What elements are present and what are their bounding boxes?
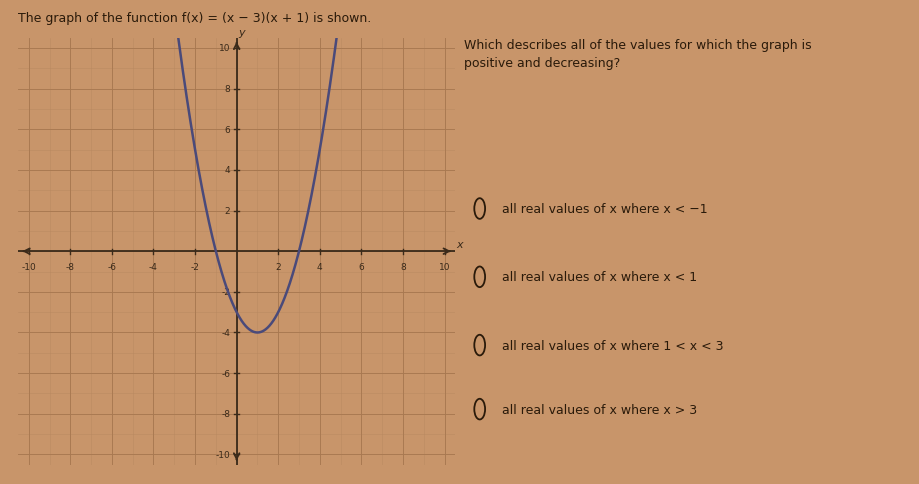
Text: -2: -2 xyxy=(190,263,199,272)
Text: all real values of x where x < 1: all real values of x where x < 1 xyxy=(502,271,698,284)
Text: 4: 4 xyxy=(225,166,231,175)
Text: 4: 4 xyxy=(317,263,323,272)
Text: -6: -6 xyxy=(108,263,117,272)
Text: 8: 8 xyxy=(224,85,231,94)
Text: -10: -10 xyxy=(216,450,231,459)
Text: -4: -4 xyxy=(149,263,158,272)
Text: all real values of x where 1 < x < 3: all real values of x where 1 < x < 3 xyxy=(502,339,723,352)
Text: 6: 6 xyxy=(358,263,364,272)
Text: 2: 2 xyxy=(225,207,231,215)
Text: 10: 10 xyxy=(219,45,231,53)
Text: y: y xyxy=(239,28,245,38)
Text: 8: 8 xyxy=(400,263,406,272)
Text: -8: -8 xyxy=(221,409,231,419)
Text: -2: -2 xyxy=(221,288,231,297)
Text: 6: 6 xyxy=(224,125,231,135)
Text: The graph of the function f(x) = (x − 3)(x + 1) is shown.: The graph of the function f(x) = (x − 3)… xyxy=(18,12,371,25)
Text: Which describes all of the values for which the graph is
positive and decreasing: Which describes all of the values for wh… xyxy=(464,39,811,70)
Text: -4: -4 xyxy=(221,328,231,337)
Text: -6: -6 xyxy=(221,369,231,378)
Text: 10: 10 xyxy=(438,263,450,272)
Text: -8: -8 xyxy=(66,263,74,272)
Text: all real values of x where x > 3: all real values of x where x > 3 xyxy=(502,403,698,416)
Text: 2: 2 xyxy=(276,263,281,272)
Text: -10: -10 xyxy=(21,263,36,272)
Text: all real values of x where x < −1: all real values of x where x < −1 xyxy=(502,203,708,215)
Text: x: x xyxy=(456,240,462,250)
